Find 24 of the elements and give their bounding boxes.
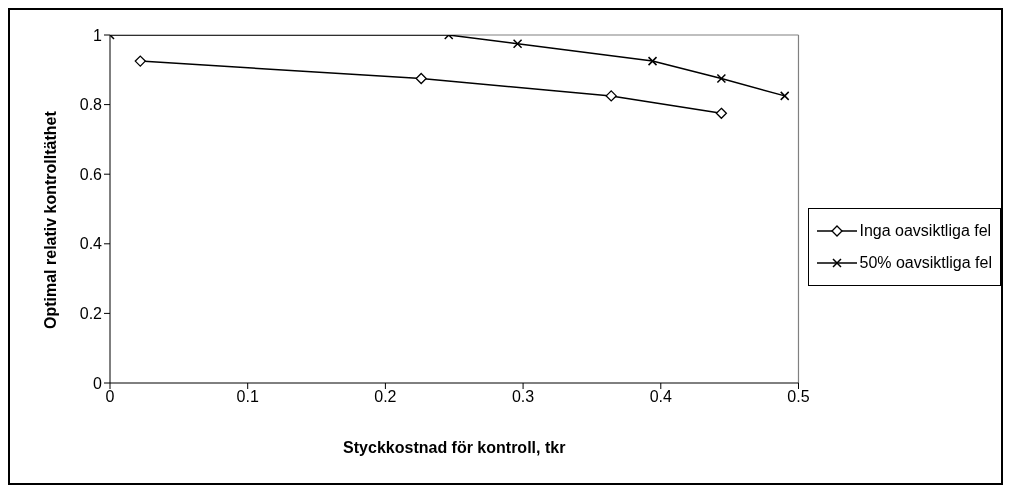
legend-label: 50% oavsiktliga fel (859, 253, 992, 272)
x-tick-label: 0.5 (787, 388, 810, 406)
y-tick-label: 0.4 (79, 235, 103, 253)
x-tick-label: 0 (105, 388, 115, 406)
y-axis-title: Optimal relativ kontrolltäthet (41, 110, 59, 329)
legend-label: Inga oavsiktliga fel (859, 221, 992, 240)
x-tick-label: 0.1 (236, 388, 259, 406)
x-tick-label: 0.3 (511, 388, 535, 406)
y-tick-label: 0.8 (79, 96, 103, 114)
point (134, 55, 146, 67)
x-axis-title: Styckkostnad för kontroll, tkr (343, 439, 566, 456)
point (716, 73, 727, 84)
x-tick-label: 0.4 (649, 388, 673, 406)
point (605, 90, 617, 102)
y-tick-label: 0 (93, 374, 103, 392)
point (647, 56, 658, 66)
y-tick-label: 0.6 (79, 165, 103, 183)
x-tick-label: 0.2 (374, 388, 397, 406)
point (415, 72, 427, 85)
point (779, 91, 790, 101)
y-tick-label: 1 (93, 26, 103, 44)
y-tick-label: 0.2 (79, 305, 103, 323)
point (512, 38, 523, 49)
point (715, 107, 728, 119)
